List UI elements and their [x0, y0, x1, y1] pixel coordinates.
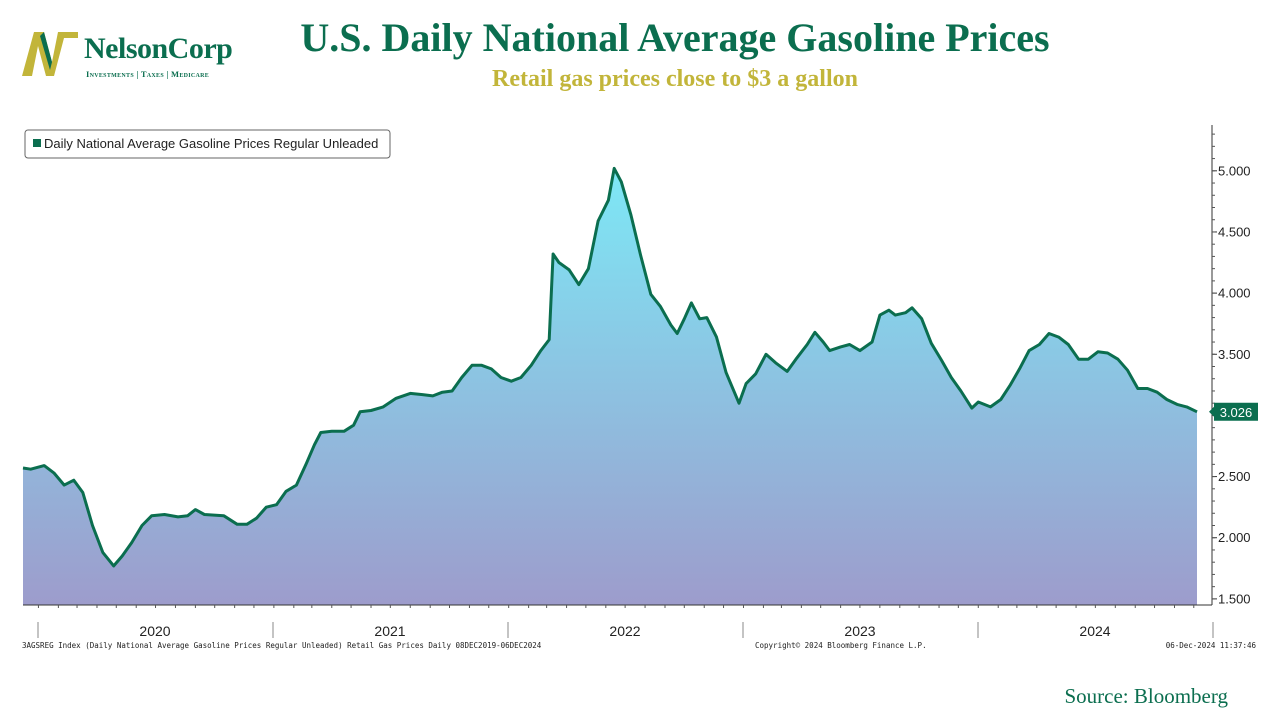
timestamp-note: 06-Dec-2024 11:37:46 — [1166, 641, 1257, 650]
last-value-pointer — [1209, 406, 1214, 417]
legend-swatch — [33, 139, 41, 147]
x-tick-label: 2020 — [139, 623, 170, 639]
chart-title: U.S. Daily National Average Gasoline Pri… — [300, 15, 1050, 60]
y-tick-label: 4.000 — [1218, 286, 1251, 301]
last-value-badge — [1214, 402, 1258, 421]
y-tick-label: 2.500 — [1218, 469, 1251, 484]
legend-label: Daily National Average Gasoline Prices R… — [44, 136, 378, 151]
chart-legend: Daily National Average Gasoline Prices R… — [24, 129, 391, 159]
x-tick-label: 2024 — [1079, 623, 1110, 639]
x-tick-label: 2022 — [609, 623, 640, 639]
series-area-fill — [23, 168, 1197, 605]
nelsoncorp-logo: NelsonCorp Investments | Taxes | Medicar… — [20, 26, 235, 82]
y-tick-label: 2.000 — [1218, 530, 1251, 545]
logo-tagline: Investments | Taxes | Medicare — [86, 69, 210, 79]
last-value-label: 3.026 — [1220, 405, 1253, 420]
price-chart: 1.5002.0002.5003.0003.5004.0004.5005.000… — [22, 125, 1258, 650]
series-line — [22, 166, 1198, 568]
chart-subtitle: Retail gas prices close to $3 a gallon — [492, 66, 858, 92]
source-credit: Source: Bloomberg — [1064, 684, 1228, 708]
y-tick-label: 4.500 — [1218, 224, 1251, 239]
index-note: 3AGSREG Index (Daily National Average Ga… — [22, 641, 542, 650]
y-tick-label: 3.500 — [1218, 347, 1251, 362]
y-tick-label: 5.000 — [1218, 163, 1251, 178]
x-tick-label: 2021 — [374, 623, 405, 639]
logo-name: NelsonCorp — [84, 32, 233, 65]
copyright-note: Copyright© 2024 Bloomberg Finance L.P. — [755, 641, 927, 650]
x-tick-label: 2023 — [844, 623, 875, 639]
y-tick-label: 1.500 — [1218, 591, 1251, 606]
logo-n-mark-icon — [22, 32, 78, 76]
